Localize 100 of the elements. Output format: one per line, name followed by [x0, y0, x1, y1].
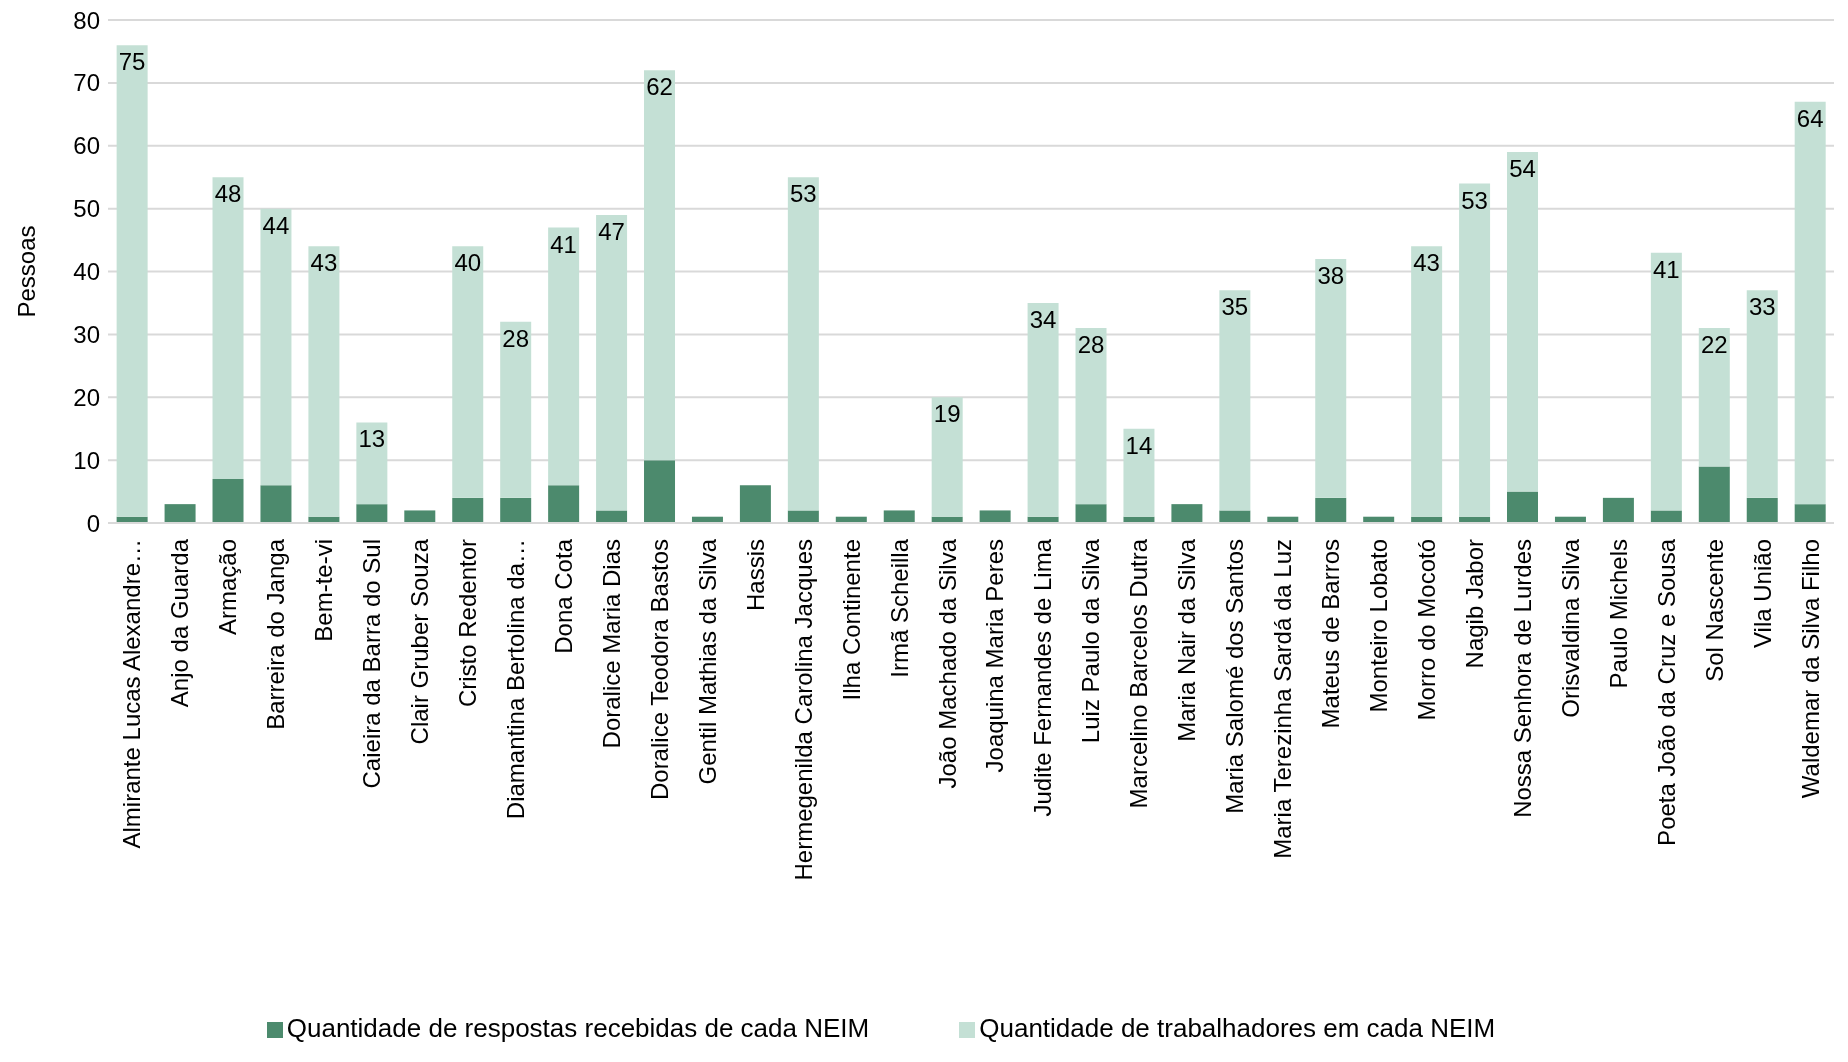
bar	[356, 422, 388, 505]
y-tick-label: 70	[73, 69, 100, 97]
bar	[356, 504, 388, 523]
bar	[787, 177, 819, 511]
bar	[500, 321, 532, 498]
x-tick-label: Morro do Mocotó	[1412, 539, 1440, 721]
x-tick-label: Caieira da Barra do Sul	[358, 539, 386, 789]
bar	[1123, 428, 1155, 517]
bar	[1746, 497, 1778, 523]
y-tick-label: 80	[73, 6, 100, 34]
data-label: 54	[1509, 155, 1536, 183]
bar	[1027, 302, 1059, 517]
bar	[308, 246, 340, 517]
bar	[1650, 510, 1682, 523]
x-tick-label: Vila União	[1748, 539, 1776, 648]
bar	[452, 246, 484, 498]
data-label: 47	[598, 217, 625, 245]
x-tick-label: Sol Nascente	[1700, 539, 1728, 682]
x-tick-label: Nagib Jabor	[1460, 539, 1488, 669]
bar	[164, 504, 196, 523]
bar	[1459, 183, 1491, 517]
x-tick-label: Maria Nair da Silva	[1173, 538, 1201, 742]
x-tick-label: Hermegenilda Carolina Jacques	[789, 539, 817, 881]
x-tick-label: Irmã Scheilla	[885, 538, 913, 678]
x-tick-label: Bem-te-vi	[310, 539, 338, 642]
data-label: 22	[1700, 331, 1728, 359]
y-tick-label: 40	[73, 258, 100, 286]
y-tick-label: 60	[73, 132, 100, 160]
x-tick-label: Ilha Continente	[837, 539, 865, 701]
data-label: 41	[1653, 255, 1680, 283]
data-label: 38	[1317, 261, 1345, 289]
x-tick-label: Gentil Mathias da Silva	[693, 538, 721, 785]
bar	[1507, 152, 1539, 492]
data-label: 28	[502, 324, 530, 352]
x-tick-label: Monteiro Lobato	[1365, 539, 1393, 713]
bar	[1315, 258, 1347, 498]
bar	[1219, 510, 1251, 523]
bar	[1650, 252, 1682, 511]
x-tick-label: Marcelino Barcelos Dutra	[1125, 538, 1153, 809]
x-tick-label: Barreira do Janga	[262, 538, 290, 730]
x-tick-label: Doralice Teodora Bastos	[645, 539, 673, 801]
bar	[596, 510, 628, 523]
x-tick-label: Joaquina Maria Peres	[981, 539, 1009, 773]
bar	[500, 497, 532, 523]
bar	[260, 208, 292, 486]
data-label: 53	[790, 180, 817, 208]
x-tick-label: Poeta João da Cruz e Sousa	[1652, 538, 1680, 846]
x-tick-label: Paulo Michels	[1604, 539, 1632, 689]
bar	[1794, 101, 1826, 505]
bar	[212, 177, 244, 479]
bar	[1219, 290, 1251, 511]
bar	[1315, 497, 1347, 523]
data-label: 28	[1077, 331, 1105, 359]
bar	[1411, 246, 1443, 517]
x-tick-label: Waldemar da Silva Filho	[1796, 539, 1824, 799]
bar	[1075, 504, 1107, 523]
x-tick-label: Diamantina Bertolina da…	[502, 539, 530, 820]
data-label: 40	[454, 249, 482, 277]
y-tick-label: 30	[73, 320, 100, 348]
data-label: 64	[1796, 104, 1824, 132]
x-tick-label: Hassis	[741, 539, 769, 612]
bar	[1075, 328, 1107, 505]
x-tick-label: Anjo da Guarda	[166, 538, 194, 708]
x-tick-label: Almirante Lucas Alexandre…	[118, 539, 146, 849]
bar	[1794, 504, 1826, 523]
y-axis-title: Pessoas	[12, 225, 40, 318]
data-label: 41	[550, 230, 577, 258]
bar	[1698, 466, 1730, 523]
y-tick-label: 10	[73, 446, 100, 474]
data-label: 62	[646, 73, 673, 101]
data-label: 43	[1413, 249, 1440, 277]
bar	[1171, 504, 1203, 523]
bar	[260, 485, 292, 523]
data-label: 48	[214, 180, 242, 208]
data-label: 53	[1461, 186, 1488, 214]
bar	[1746, 290, 1778, 498]
legend-label: Quantidade de respostas recebidas de cada NEIM	[286, 1013, 870, 1043]
y-tick-label: 20	[73, 383, 100, 411]
bar	[116, 45, 148, 517]
bar	[883, 510, 915, 523]
bar	[931, 397, 963, 517]
x-tick-label: Cristo Redentor	[454, 539, 482, 708]
x-tick-label: Maria Salomé dos Santos	[1221, 539, 1249, 814]
data-label: 14	[1125, 431, 1153, 459]
x-tick-label: Clair Gruber Souza	[406, 538, 434, 745]
bar	[212, 478, 244, 523]
data-label: 75	[118, 48, 146, 76]
y-tick-label: 50	[73, 195, 100, 223]
y-tick-label: 0	[86, 509, 100, 537]
x-tick-label: Maria Terezinha Sardá da Luz	[1269, 539, 1297, 859]
x-tick-label: João Machado da Silva	[933, 538, 961, 789]
x-tick-label: Dona Cota	[549, 538, 577, 654]
data-label: 35	[1221, 293, 1249, 321]
bar	[787, 510, 819, 523]
x-tick-label: Mateus de Barros	[1317, 539, 1345, 729]
bar	[739, 485, 771, 523]
data-label: 33	[1748, 293, 1776, 321]
bar	[1602, 497, 1634, 523]
x-tick-label: Orisvaldina Silva	[1556, 538, 1584, 718]
bar	[644, 460, 676, 523]
